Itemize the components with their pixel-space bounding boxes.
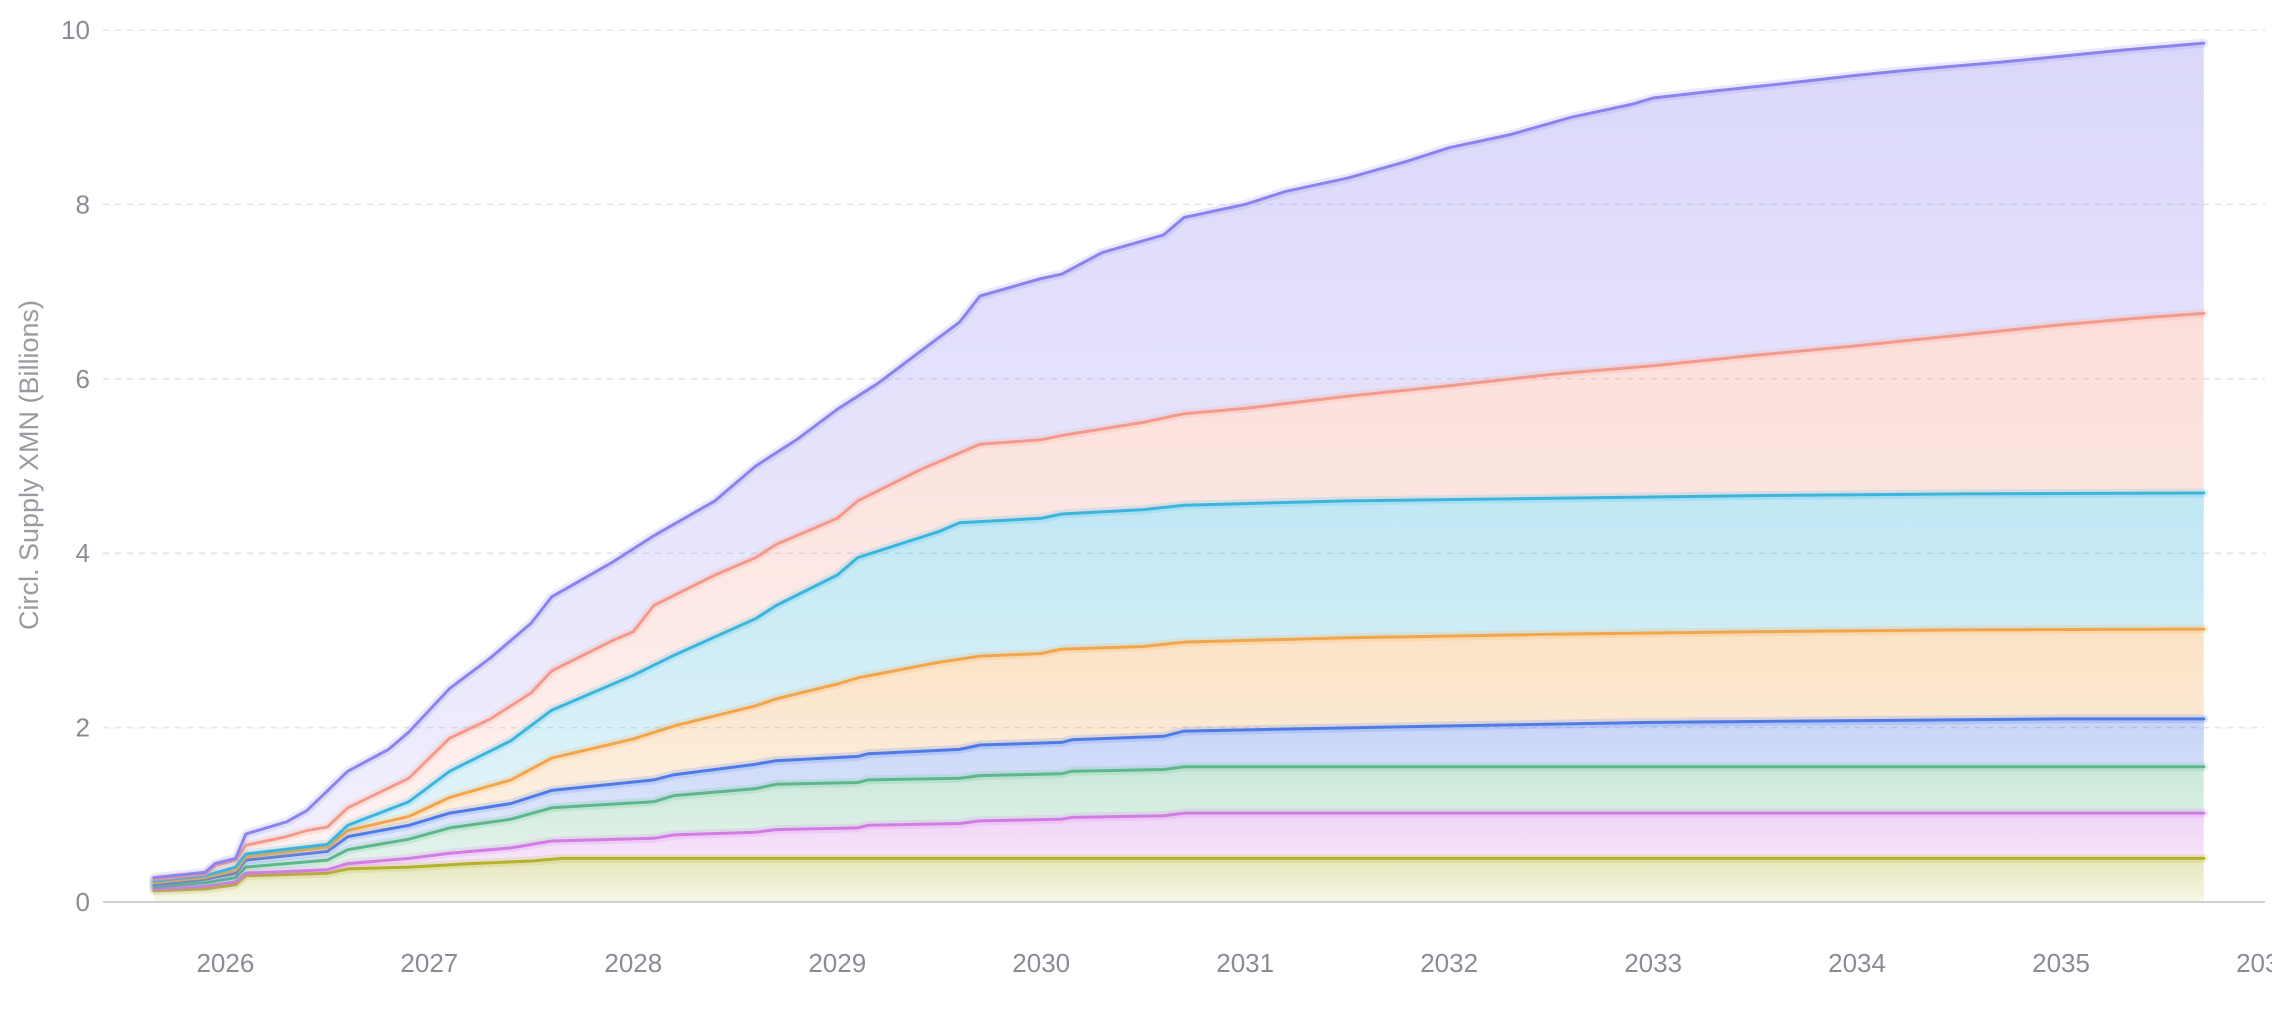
series-lines	[149, 38, 2209, 896]
y-axis-title: Circl. Supply XMN (Billions)	[14, 300, 44, 630]
series-line	[152, 856, 2206, 893]
x-tick-label: 2026	[196, 948, 254, 978]
x-tick-label: 2030	[1012, 948, 1070, 978]
x-tick-label: 2031	[1216, 948, 1274, 978]
y-tick-label: 0	[76, 887, 90, 917]
series-line	[152, 627, 2206, 885]
series-line	[152, 717, 2206, 887]
x-tick-label: 2029	[808, 948, 866, 978]
area-band	[154, 43, 2204, 880]
y-tick-label: 4	[76, 538, 90, 568]
x-tick-label: 2028	[604, 948, 662, 978]
x-tick-label: 2034	[1828, 948, 1886, 978]
y-tick-label: 6	[76, 364, 90, 394]
x-tick-label: 2035	[2032, 948, 2090, 978]
area-band	[154, 813, 2204, 891]
series-line	[152, 41, 2206, 880]
area-band	[154, 766, 2204, 889]
x-tick-label: 2032	[1420, 948, 1478, 978]
x-tick-label: 2033	[1624, 948, 1682, 978]
y-tick-label: 10	[61, 15, 90, 45]
series-line	[152, 811, 2206, 891]
area-band	[154, 313, 2204, 882]
series-line	[152, 765, 2206, 888]
area-series	[154, 43, 2204, 902]
y-tick-label: 2	[76, 713, 90, 743]
x-tick-label: 2036	[2236, 948, 2272, 978]
series-line	[152, 311, 2206, 881]
x-tick-label: 2027	[400, 948, 458, 978]
y-tick-label: 8	[76, 189, 90, 219]
series-line	[152, 491, 2206, 883]
area-band	[154, 493, 2204, 883]
area-band	[154, 629, 2204, 885]
area-band	[154, 718, 2204, 887]
area-band	[154, 858, 2204, 902]
axes: 0 2 4 6 8 10 2026 2027 2028 2029 2030 2031 2032 2033 2…	[61, 15, 2272, 978]
